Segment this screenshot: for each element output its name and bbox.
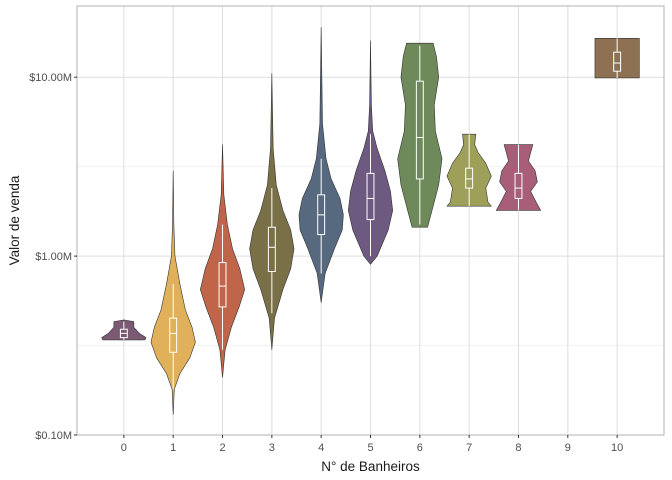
box-iqr [613,51,622,72]
x-tick-label: 5 [367,442,373,454]
violin-8 [495,144,541,211]
violin-body [594,37,640,79]
axis-ticks: $0.10M $1.00M $10.00M 0 1 2 3 4 5 6 7 8 9 10 [29,72,623,454]
x-tick-label: 2 [219,442,225,454]
violin-body [446,133,492,207]
violin-2 [200,144,246,378]
x-tick-label: 4 [318,442,324,454]
violin-10 [594,37,640,79]
violin-1 [150,170,196,415]
y-tick-label: $10.00M [29,72,72,84]
y-tick-label: $0.10M [35,430,72,442]
box-iqr [465,167,474,189]
x-tick-label: 6 [417,442,423,454]
x-tick-label: 9 [565,442,571,454]
x-tick-label: 10 [611,442,623,454]
violin-4 [298,27,344,303]
violin-body [495,144,541,211]
violin-6 [397,42,443,228]
violins [101,27,640,415]
x-axis-title: N° de Banheiros [321,459,420,474]
violin-0 [101,319,147,341]
violin-5 [348,40,393,265]
violin-7 [446,133,492,207]
y-axis-title: Valor de venda [7,175,22,265]
box-iqr [366,172,375,221]
x-tick-label: 8 [515,442,521,454]
x-tick-label: 3 [269,442,275,454]
x-tick-label: 1 [170,442,176,454]
box-iqr [169,317,178,353]
x-tick-label: 7 [466,442,472,454]
box-iqr [267,226,276,273]
box-iqr [415,80,424,180]
violin-3 [249,73,295,350]
box-iqr [218,262,227,308]
box-iqr [514,172,523,199]
violin-body [397,42,443,228]
x-tick-label: 0 [121,442,127,454]
y-tick-label: $1.00M [35,251,72,263]
violin-body [101,319,147,341]
